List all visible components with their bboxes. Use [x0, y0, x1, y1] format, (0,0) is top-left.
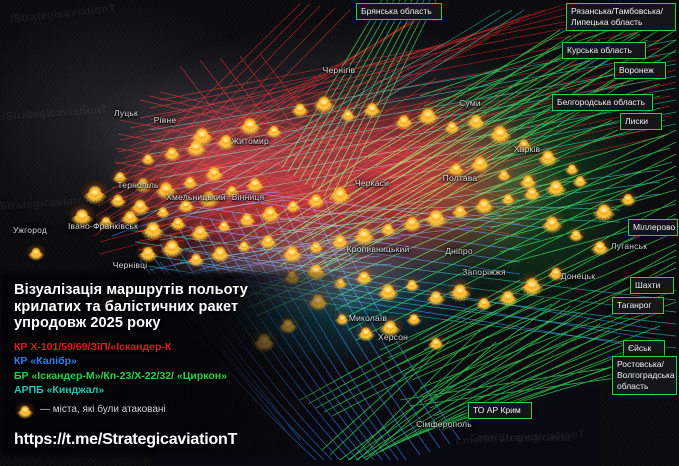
region-label-voronezh: Воронеж — [614, 62, 666, 79]
city-label-donetsk: Донецьк — [560, 271, 596, 281]
legend-attacked-cities: — міста, які були атаковані — [14, 401, 314, 419]
caption-panel: Візуалізація маршрутів польоту крилатих … — [0, 272, 340, 456]
city-label-uzhhorod: Ужгород — [12, 225, 48, 235]
legend-row-3: АРПБ «Кинджал» — [14, 384, 105, 396]
caption-backdrop — [0, 272, 340, 456]
city-label-dnipro: Дніпро — [445, 246, 473, 256]
city-label-kherson: Херсон — [377, 332, 409, 342]
legend-list: КР Х-101/59/69/ЗīП/«Іскандер-К КР «Калібр… — [14, 340, 314, 398]
city-label-kropyvnytskyi: Кропивницький — [346, 244, 410, 254]
legend-row-2: БР «Іскандер-М»/Кп-23/Х-22/32/ «Циркон» — [14, 369, 227, 382]
region-label-yeysk: Єйськ — [623, 340, 665, 357]
city-label-chernihiv: Чернігів — [322, 65, 356, 75]
region-label-crimea: ТО АР Крим — [468, 402, 532, 419]
page-title: Візуалізація маршрутів польоту крилатих … — [14, 282, 248, 331]
city-label-zhytomyr: Житомир — [231, 136, 269, 146]
city-label-luhansk: Луганськ — [610, 241, 648, 251]
city-label-rivne: Рівне — [153, 115, 177, 125]
city-label-kharkiv: Харків — [513, 144, 541, 154]
region-label-kursk: Курська область — [562, 42, 646, 59]
city-label-ivano: Івано-Франківськ — [68, 221, 138, 231]
region-label-lyski: Лиски — [620, 113, 662, 130]
legend-row-1: КР «Калібр» — [14, 355, 77, 367]
city-label-simferopol: Сімферополь — [416, 419, 472, 429]
city-label-poltava: Полтава — [442, 173, 478, 183]
city-label-zaporizhzhia: Запоріжжя — [462, 267, 506, 277]
region-label-taganrog: Таганрог — [612, 297, 664, 314]
explosion-icon — [14, 401, 36, 419]
region-label-shakhty: Шахти — [630, 277, 674, 294]
city-label-lutsk: Луцьк — [114, 108, 138, 118]
region-label-belgorod: Белгородська область — [552, 94, 653, 111]
legend-row-0: КР Х-101/59/69/ЗīП/«Іскандер-К — [14, 340, 172, 353]
explosion-glyph — [14, 400, 36, 419]
region-label-ryazan: Рязанська/Тамбовська/ Липецька область — [566, 3, 676, 31]
legend-attacked-cities-label: — міста, які були атаковані — [40, 404, 166, 415]
city-label-sumy: Суми — [459, 98, 481, 108]
city-label-chernivtsi: Чернівці — [112, 260, 148, 270]
region-label-bryansk: Брянська область — [356, 3, 442, 20]
region-label-millerovo: Міллерово — [628, 219, 678, 236]
city-label-ternopil: Тернопіль — [117, 180, 159, 190]
city-label-vinnytsia: Вінниця — [231, 192, 265, 202]
city-label-cherkasy: Черкаси — [354, 178, 390, 188]
telegram-url[interactable]: https://t.me/StrategicaviationT — [14, 430, 238, 448]
region-label-rostov: Ростовська/ Волгоградська область — [612, 356, 677, 395]
city-label-mykolaiv: Миколаїв — [348, 313, 388, 323]
city-label-khmelnytskyi: Хмельницький — [166, 192, 226, 202]
